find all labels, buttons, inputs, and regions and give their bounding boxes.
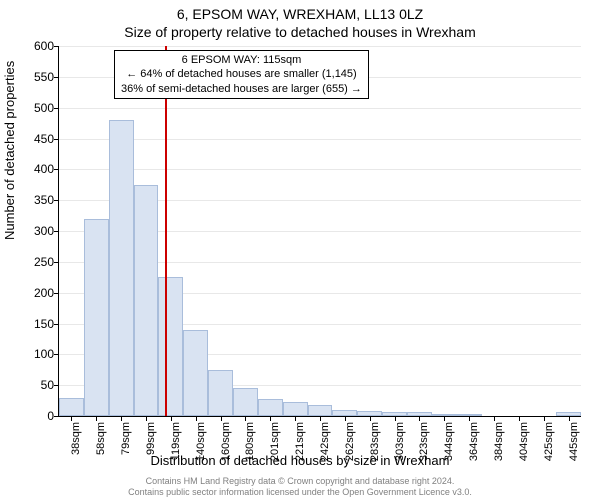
ytick-label: 300 [14,224,54,238]
xtick-mark [221,416,222,421]
histogram-bar [59,398,84,417]
ytick-mark [54,77,59,78]
ytick-label: 250 [14,255,54,269]
histogram-bar [283,402,308,416]
xtick-mark [320,416,321,421]
ytick-mark [54,169,59,170]
xtick-label: 140sqm [195,422,207,472]
xtick-label: 344sqm [443,422,455,472]
ytick-mark [54,200,59,201]
ytick-label: 350 [14,193,54,207]
ytick-label: 450 [14,132,54,146]
xtick-mark [295,416,296,421]
annotation-line3: 36% of semi-detached houses are larger (… [121,82,362,96]
xtick-label: 364sqm [468,422,480,472]
xtick-label: 58sqm [95,422,107,472]
xtick-mark [419,416,420,421]
xtick-mark [96,416,97,421]
ytick-mark [54,385,59,386]
xtick-label: 262sqm [344,422,356,472]
histogram-bar [84,219,109,416]
ytick-mark [54,108,59,109]
xtick-mark [171,416,172,421]
chart-container: 6, EPSOM WAY, WREXHAM, LL13 0LZ Size of … [0,0,600,500]
histogram-bar [109,120,134,416]
chart-title-line1: 6, EPSOM WAY, WREXHAM, LL13 0LZ [0,6,600,22]
xtick-mark [270,416,271,421]
grid-line [59,46,581,47]
xtick-label: 303sqm [394,422,406,472]
xtick-label: 201sqm [269,422,281,472]
chart-title-line2: Size of property relative to detached ho… [0,24,600,40]
xtick-label: 283sqm [369,422,381,472]
ytick-mark [54,139,59,140]
xtick-mark [146,416,147,421]
histogram-bar [158,277,183,416]
xtick-mark [469,416,470,421]
xtick-mark [544,416,545,421]
xtick-mark [71,416,72,421]
ytick-mark [54,324,59,325]
ytick-label: 0 [14,409,54,423]
ytick-label: 600 [14,39,54,53]
xtick-label: 242sqm [319,422,331,472]
footer-attribution: Contains HM Land Registry data © Crown c… [0,476,600,498]
grid-line [59,108,581,109]
xtick-mark [196,416,197,421]
footer-line2: Contains public sector information licen… [0,487,600,498]
xtick-mark [494,416,495,421]
footer-line1: Contains HM Land Registry data © Crown c… [0,476,600,487]
annotation-line1: 6 EPSOM WAY: 115sqm [121,53,362,67]
annotation-line2: ← 64% of detached houses are smaller (1,… [121,67,362,81]
grid-line [59,139,581,140]
histogram-bar [308,405,333,416]
histogram-bar [258,399,283,416]
xtick-label: 404sqm [518,422,530,472]
xtick-label: 79sqm [120,422,132,472]
ytick-mark [54,46,59,47]
ytick-mark [54,262,59,263]
xtick-mark [569,416,570,421]
xtick-mark [245,416,246,421]
xtick-label: 323sqm [418,422,430,472]
ytick-mark [54,293,59,294]
plot-area: 6 EPSOM WAY: 115sqm ← 64% of detached ho… [58,46,581,417]
xtick-label: 180sqm [244,422,256,472]
grid-line [59,169,581,170]
xtick-label: 99sqm [145,422,157,472]
ytick-mark [54,416,59,417]
xtick-mark [345,416,346,421]
xtick-mark [121,416,122,421]
ytick-label: 500 [14,101,54,115]
xtick-label: 119sqm [170,422,182,472]
ytick-label: 100 [14,347,54,361]
ytick-label: 400 [14,162,54,176]
ytick-label: 150 [14,317,54,331]
ytick-label: 50 [14,378,54,392]
ytick-label: 550 [14,70,54,84]
histogram-bar [134,185,159,416]
ytick-mark [54,231,59,232]
ytick-mark [54,354,59,355]
xtick-mark [444,416,445,421]
xtick-label: 38sqm [70,422,82,472]
histogram-bar [208,370,233,416]
xtick-label: 160sqm [220,422,232,472]
xtick-mark [395,416,396,421]
ytick-label: 200 [14,286,54,300]
y-axis-label: Number of detached properties [2,61,17,240]
xtick-label: 384sqm [493,422,505,472]
annotation-box: 6 EPSOM WAY: 115sqm ← 64% of detached ho… [114,50,369,99]
xtick-label: 425sqm [543,422,555,472]
xtick-mark [370,416,371,421]
histogram-bar [183,330,208,416]
xtick-label: 445sqm [568,422,580,472]
histogram-bar [233,388,258,416]
reference-line [165,46,167,416]
xtick-mark [519,416,520,421]
xtick-label: 221sqm [294,422,306,472]
